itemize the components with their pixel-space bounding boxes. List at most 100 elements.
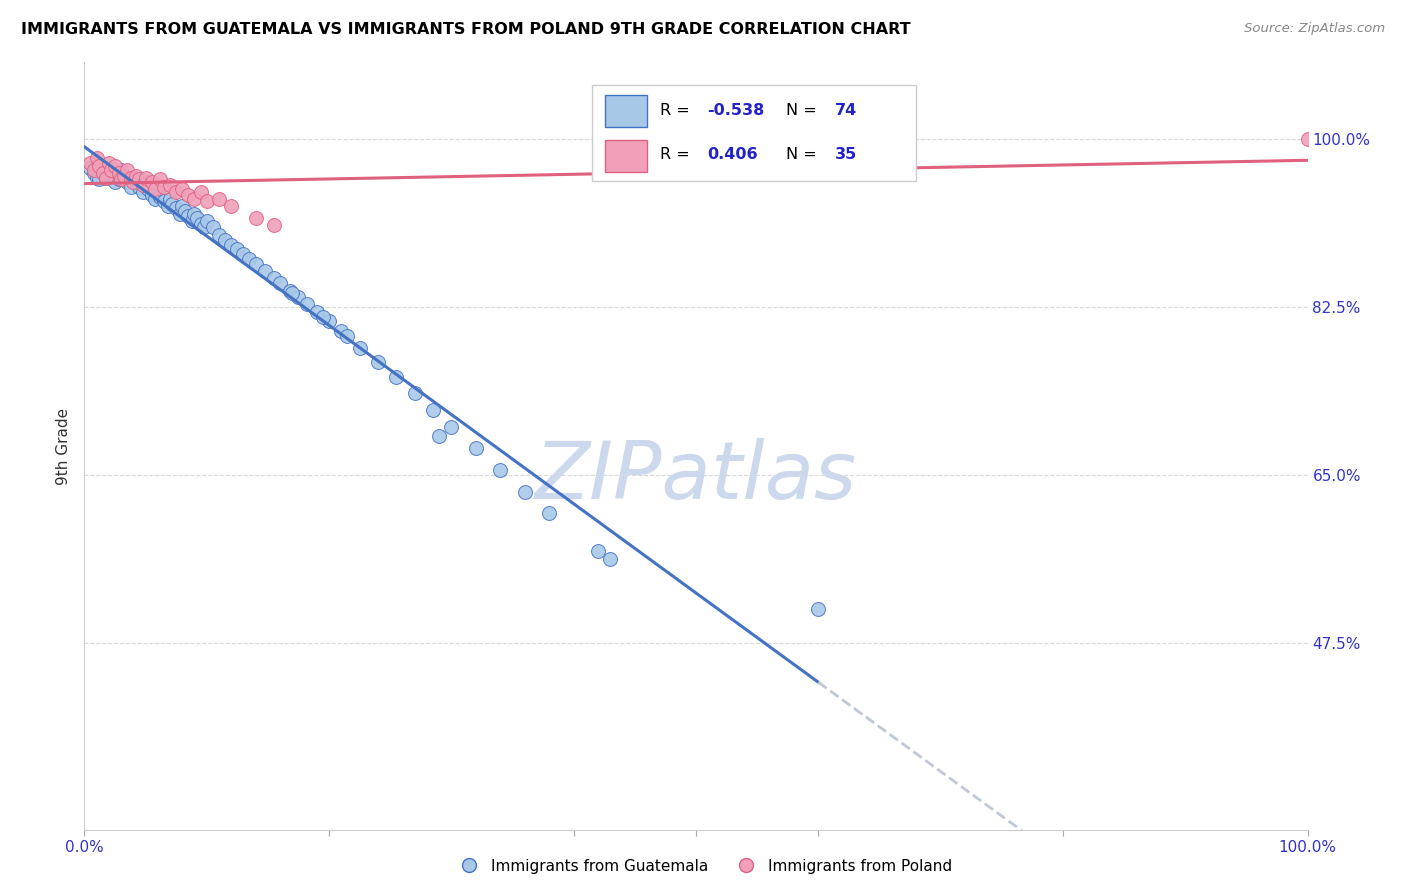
Point	[97, 156, 120, 170]
Point	[136, 182, 159, 196]
Point	[278, 284, 301, 298]
Point	[83, 162, 105, 177]
Point	[146, 185, 169, 199]
Point	[226, 243, 249, 257]
Point	[538, 506, 561, 520]
Point	[427, 429, 450, 443]
Point	[165, 201, 187, 215]
Point	[153, 180, 176, 194]
Point	[122, 175, 145, 189]
Point	[86, 170, 108, 185]
Point	[245, 211, 267, 225]
Point	[128, 180, 150, 194]
Point	[599, 552, 621, 566]
Point	[183, 192, 205, 206]
Point	[190, 185, 212, 199]
Point	[128, 172, 150, 186]
Point	[219, 199, 242, 213]
Point	[219, 237, 242, 252]
Point	[149, 190, 172, 204]
Point	[232, 247, 254, 261]
Point	[177, 187, 200, 202]
Point	[79, 161, 101, 175]
Point	[464, 441, 486, 455]
Point	[107, 172, 129, 186]
Point	[186, 211, 208, 225]
Point	[135, 170, 157, 185]
Point	[190, 217, 212, 231]
Point	[97, 161, 120, 175]
Point	[110, 162, 132, 177]
Point	[104, 175, 127, 189]
Point	[86, 152, 108, 166]
Point	[132, 185, 155, 199]
Point	[183, 207, 205, 221]
Point	[208, 228, 231, 243]
Point	[195, 194, 218, 209]
Point	[269, 276, 291, 290]
Point	[318, 314, 340, 328]
Point	[422, 402, 444, 417]
Point	[162, 197, 184, 211]
Point	[195, 213, 218, 227]
Point	[120, 170, 142, 185]
Point	[165, 185, 187, 199]
Point	[115, 162, 138, 177]
Point	[125, 169, 148, 183]
Point	[115, 175, 138, 189]
Point	[132, 178, 155, 193]
Point	[172, 199, 194, 213]
Point	[404, 386, 426, 401]
Point	[125, 175, 148, 189]
Point	[104, 159, 127, 173]
Point	[169, 207, 191, 221]
Point	[201, 220, 224, 235]
Point	[153, 194, 176, 209]
Point	[135, 175, 157, 189]
Point	[100, 162, 122, 177]
Point	[83, 166, 105, 180]
Point	[305, 305, 328, 319]
Point	[245, 257, 267, 271]
Point	[87, 159, 110, 173]
Point	[79, 156, 101, 170]
Point	[295, 297, 318, 311]
Point	[807, 602, 830, 616]
Point	[87, 172, 110, 186]
Point	[96, 170, 118, 185]
Point	[336, 328, 359, 343]
Point	[254, 264, 277, 278]
Point	[112, 169, 135, 183]
Point	[349, 341, 371, 355]
Point	[586, 544, 609, 558]
Point	[173, 204, 195, 219]
Point	[1296, 132, 1319, 146]
Point	[156, 199, 179, 213]
Point	[91, 166, 114, 180]
Point	[513, 485, 536, 500]
Point	[149, 172, 172, 186]
Point	[177, 209, 200, 223]
Point	[143, 192, 166, 206]
Point	[107, 166, 129, 180]
Point	[122, 170, 145, 185]
Point	[263, 271, 285, 285]
Point	[281, 285, 304, 300]
Point	[110, 172, 132, 186]
Point	[181, 213, 204, 227]
Point	[110, 169, 132, 183]
Point	[141, 175, 163, 189]
Point	[172, 182, 194, 196]
Point	[312, 310, 335, 324]
Point	[208, 192, 231, 206]
Point	[385, 370, 408, 384]
Point	[287, 290, 309, 304]
Point	[112, 172, 135, 186]
Point	[367, 354, 389, 368]
Point	[193, 220, 215, 235]
Text: ZIPatlas: ZIPatlas	[534, 438, 858, 516]
Point	[440, 420, 463, 434]
Point	[159, 178, 181, 193]
Y-axis label: 9th Grade: 9th Grade	[56, 408, 72, 484]
Point	[120, 180, 142, 194]
